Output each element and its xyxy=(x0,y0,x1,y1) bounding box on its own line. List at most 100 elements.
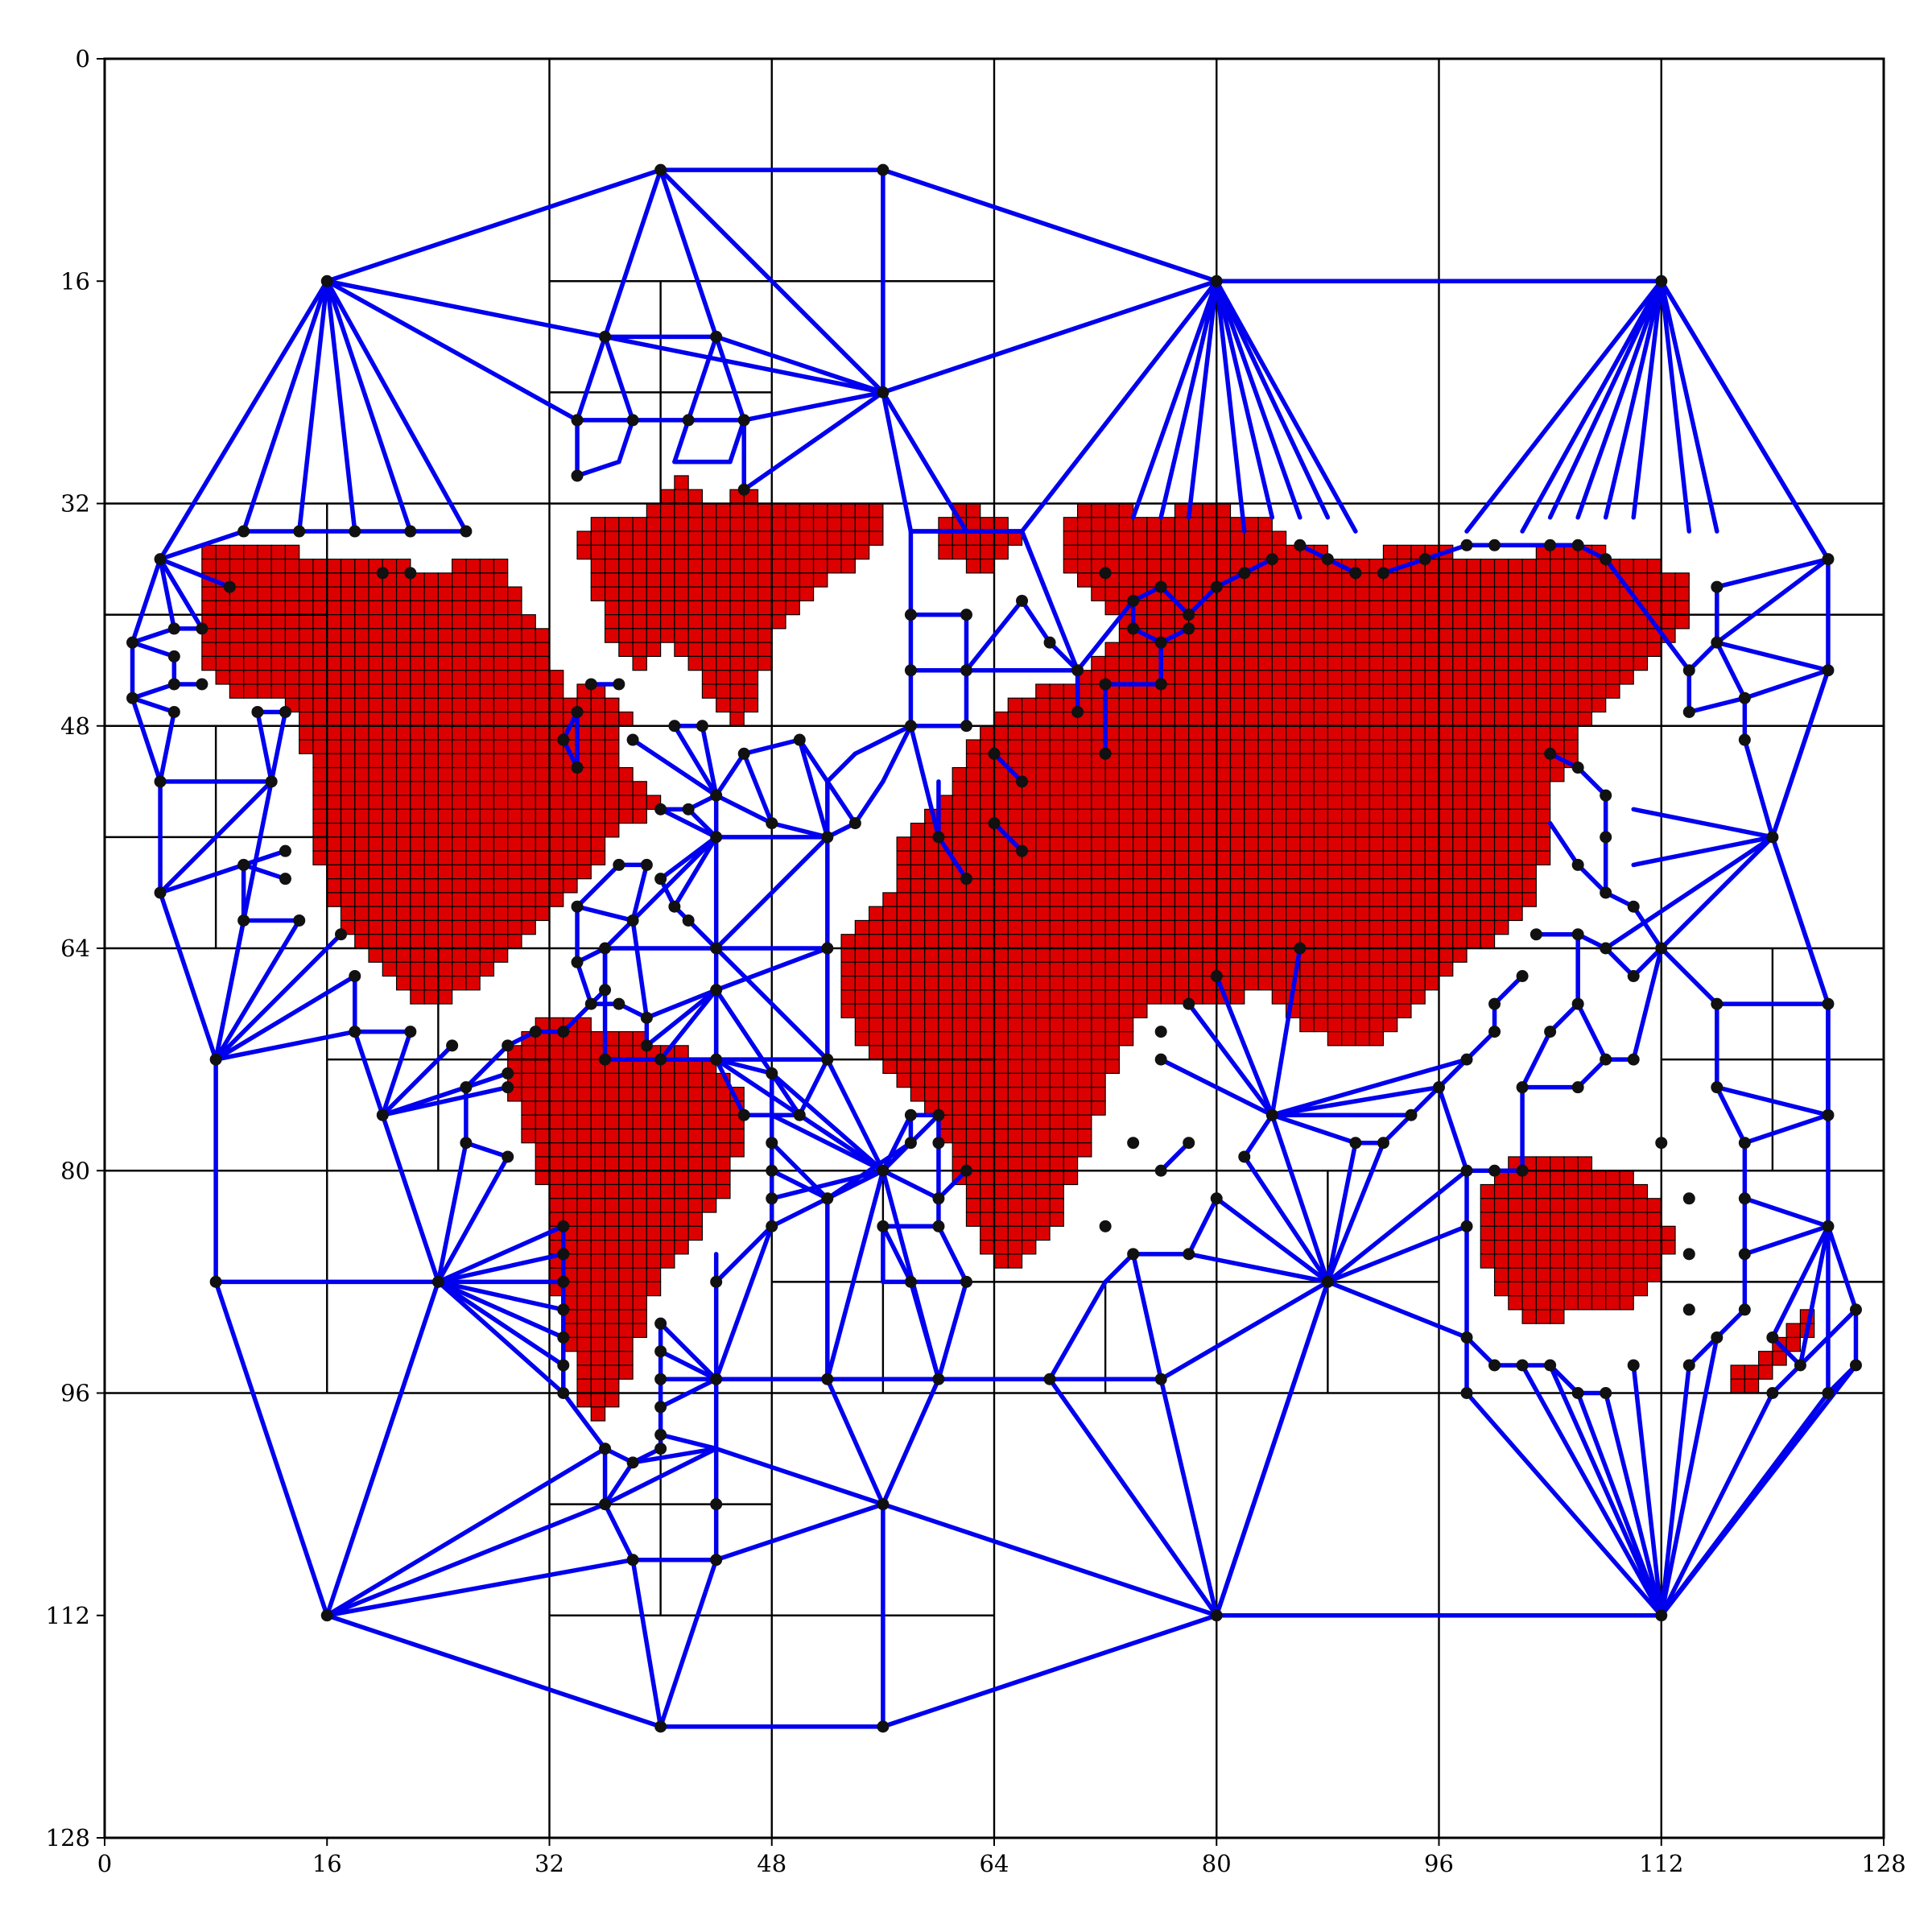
land-cell xyxy=(1508,683,1523,699)
graph-edge xyxy=(324,279,413,534)
land-cell xyxy=(1271,823,1287,838)
graph-edge xyxy=(464,1043,510,1090)
land-cell xyxy=(465,558,481,574)
land-cell xyxy=(1410,808,1426,824)
land-cell xyxy=(924,1030,939,1046)
x-tick-label: 16 xyxy=(312,1850,342,1877)
land-cell xyxy=(576,808,592,824)
land-cell xyxy=(1091,586,1106,601)
land-cell xyxy=(1313,781,1328,796)
land-cell xyxy=(437,864,453,880)
land-cell xyxy=(1118,711,1134,727)
x-axis: 0 16 32 48 64 80 96 112 128 xyxy=(97,1838,1906,1877)
land-cell xyxy=(646,1267,662,1282)
land-cell xyxy=(618,1142,634,1158)
land-cell xyxy=(465,766,481,782)
land-cell xyxy=(1550,642,1565,658)
land-cell xyxy=(1424,711,1440,727)
graph-node xyxy=(1738,1303,1751,1316)
graph-node xyxy=(904,1137,917,1150)
land-cell xyxy=(743,670,759,685)
land-cell xyxy=(1202,655,1217,671)
land-cell xyxy=(284,614,300,630)
land-cell xyxy=(1091,655,1106,671)
land-cell xyxy=(1633,655,1649,671)
land-cell xyxy=(1271,753,1287,769)
graph-node xyxy=(209,1053,222,1066)
land-cell xyxy=(548,1114,564,1130)
land-cell xyxy=(618,600,634,616)
land-cell xyxy=(965,1087,981,1102)
land-cell xyxy=(1202,919,1217,935)
land-cell xyxy=(1202,836,1217,852)
land-cell xyxy=(743,697,759,713)
land-cell xyxy=(910,1017,926,1033)
land-cell xyxy=(1146,947,1162,963)
land-cell xyxy=(993,1198,1009,1213)
land-cell xyxy=(1327,781,1343,796)
graph-node xyxy=(1600,886,1612,899)
land-cell xyxy=(1605,1212,1620,1227)
land-cell xyxy=(1382,850,1398,866)
land-cell xyxy=(1299,878,1315,894)
land-cell xyxy=(521,655,536,671)
land-cell xyxy=(1355,697,1370,713)
land-cell xyxy=(1244,864,1259,880)
land-cell xyxy=(1410,572,1426,588)
graph-node xyxy=(1154,1164,1167,1177)
land-cell xyxy=(1007,1087,1023,1102)
land-cell xyxy=(507,642,522,658)
land-cell xyxy=(243,572,258,588)
land-cell xyxy=(1091,808,1106,824)
land-cell xyxy=(1355,1003,1370,1018)
land-cell xyxy=(395,836,411,852)
land-cell xyxy=(1452,934,1468,949)
graph-node xyxy=(1766,1331,1779,1344)
graph-node xyxy=(1099,1220,1112,1232)
land-cell xyxy=(1493,1253,1509,1269)
graph-node xyxy=(320,1609,333,1622)
land-cell xyxy=(618,1100,634,1116)
graph-edge xyxy=(1575,1390,1664,1618)
graph-node xyxy=(571,469,584,482)
land-cell xyxy=(660,1253,675,1269)
land-cell xyxy=(452,864,467,880)
land-cell xyxy=(1508,808,1523,824)
land-cell xyxy=(548,878,564,894)
land-cell xyxy=(1285,892,1301,907)
land-cell xyxy=(1327,739,1343,754)
land-cell xyxy=(1661,600,1676,616)
land-cell xyxy=(326,878,342,894)
graph-node xyxy=(793,733,806,746)
land-cell xyxy=(590,1336,606,1352)
land-cell xyxy=(1535,850,1551,866)
land-cell xyxy=(521,878,536,894)
land-cell xyxy=(576,1267,592,1282)
land-cell xyxy=(1410,739,1426,754)
land-cell xyxy=(1202,878,1217,894)
land-cell xyxy=(590,1309,606,1324)
land-cell xyxy=(1368,836,1385,852)
land-cell xyxy=(660,1225,675,1241)
land-cell xyxy=(1327,919,1343,935)
graph-node xyxy=(1738,1192,1751,1205)
land-cell xyxy=(299,655,314,671)
land-cell xyxy=(368,947,383,963)
land-cell xyxy=(924,1003,939,1018)
land-cell xyxy=(716,614,731,630)
graph-node xyxy=(1183,1248,1195,1261)
graph-node xyxy=(1460,1164,1473,1177)
land-cell xyxy=(1480,753,1496,769)
land-cell xyxy=(896,947,912,963)
land-cell xyxy=(1382,795,1398,810)
land-cell xyxy=(729,655,745,671)
land-cell xyxy=(1188,975,1203,991)
land-cell xyxy=(1285,808,1301,824)
land-cell xyxy=(1368,766,1385,782)
land-cell xyxy=(563,864,578,880)
graph-edge xyxy=(658,807,719,840)
land-cell xyxy=(1341,683,1356,699)
graph-node xyxy=(1530,928,1542,941)
land-cell xyxy=(1480,600,1496,616)
land-cell xyxy=(1521,1183,1537,1199)
